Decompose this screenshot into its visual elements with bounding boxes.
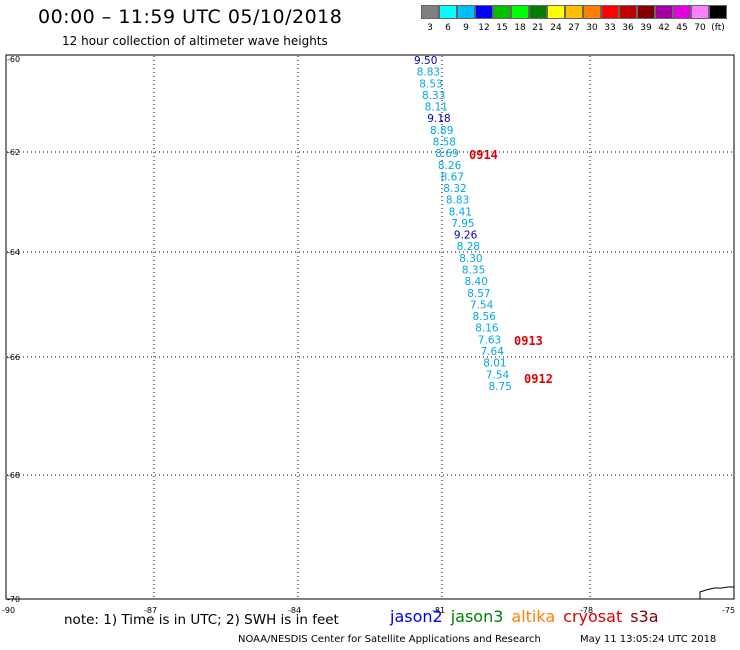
generated-timestamp: May 11 13:05:24 UTC 2018 (580, 634, 717, 645)
longitude-label: -90 (2, 606, 15, 615)
satellite-legend-item: cryosat (563, 607, 623, 626)
scale-label: 39 (640, 23, 652, 33)
longitude-label: -78 (580, 606, 593, 615)
scale-label: 15 (496, 23, 508, 33)
scale-label: 24 (550, 23, 562, 33)
scale-label: 6 (445, 23, 451, 33)
scale-swatch (529, 5, 547, 19)
wave-height-value: 8.28 (457, 241, 480, 253)
scale-swatch (547, 5, 565, 19)
wave-height-value: 8.56 (473, 311, 497, 323)
coastline (699, 586, 734, 599)
wave-height-value: 7.63 (478, 334, 501, 346)
pass-labels: 0914 0913 0912 (469, 148, 553, 386)
wave-height-value: 8.33 (422, 90, 445, 102)
scale-swatch (601, 5, 619, 19)
scale-label: (ft) (711, 23, 725, 33)
scale-swatch (583, 5, 601, 19)
satellite-legend: jason2 jason3 altika cryosat s3a (390, 607, 667, 626)
satellite-legend-item: s3a (630, 607, 659, 626)
latitude-label: -64 (7, 248, 20, 257)
wave-height-value: 8.83 (417, 67, 440, 79)
scale-swatch (565, 5, 583, 19)
wave-height-track: 9.508.838.538.338.119.188.898.588.698.26… (414, 55, 512, 393)
scale-label: 9 (463, 23, 469, 33)
wave-height-value: 7.64 (481, 346, 505, 358)
plot-border (5, 54, 735, 600)
wave-height-value: 8.16 (475, 323, 499, 335)
lat-lon-grid (7, 56, 733, 598)
pass-id-label: 0914 (469, 148, 498, 162)
scale-label: 36 (622, 23, 634, 33)
footnote: note: 1) Time is in UTC; 2) SWH is in fe… (64, 612, 339, 628)
wave-height-value: 8.89 (430, 125, 453, 137)
longitude-label: -87 (144, 606, 157, 615)
scale-swatch (691, 5, 709, 19)
scale-swatch (655, 5, 673, 19)
wave-height-value: 8.32 (443, 183, 466, 195)
scale-label: 45 (676, 23, 688, 33)
longitude-label: -84 (288, 606, 301, 615)
wave-height-value: 8.30 (459, 253, 482, 265)
wave-height-value: 8.40 (465, 276, 488, 288)
latitude-label: -66 (7, 353, 20, 362)
scale-swatch (511, 5, 529, 19)
wave-height-value: 9.50 (414, 55, 437, 67)
credit-line: NOAA/NESDIS Center for Satellite Applica… (238, 634, 541, 645)
scale-label: 18 (514, 23, 526, 33)
wave-height-value: 8.41 (449, 206, 472, 218)
scale-swatch (421, 5, 439, 19)
scale-label: 42 (658, 23, 670, 33)
scale-label: 3 (427, 23, 433, 33)
wave-height-value: 8.35 (462, 265, 485, 277)
wave-height-value: 8.53 (419, 78, 442, 90)
latitude-label: -62 (7, 148, 20, 157)
wave-height-value: 7.54 (470, 299, 494, 311)
scale-label: 21 (532, 23, 544, 33)
wave-height-value: 9.18 (427, 113, 450, 125)
wave-height-value: 8.83 (446, 195, 469, 207)
scale-swatch (457, 5, 475, 19)
scale-swatch (673, 5, 691, 19)
scale-swatch (619, 5, 637, 19)
scale-label: 33 (604, 23, 616, 33)
pass-id-label: 0913 (514, 334, 543, 348)
scale-label: 70 (694, 23, 706, 33)
wave-height-value: 8.69 (435, 148, 458, 160)
satellite-legend-item: jason2 (390, 607, 443, 626)
longitude-labels: -90 -87 -84 -81 -78 -75 (2, 606, 735, 615)
map-title: 00:00 – 11:59 UTC 05/10/2018 (38, 6, 343, 28)
wave-height-value: 8.58 (433, 137, 456, 149)
scale-swatch (637, 5, 655, 19)
satellite-legend-item: jason3 (450, 607, 504, 626)
wave-height-value: 8.11 (425, 102, 448, 114)
map-subtitle: 12 hour collection of altimeter wave hei… (62, 34, 328, 48)
wave-height-value: 9.26 (454, 230, 478, 242)
wave-height-value: 8.26 (438, 160, 462, 172)
scale-label: 12 (478, 23, 490, 33)
longitude-label: -75 (722, 606, 735, 615)
wave-height-value: 8.67 (441, 171, 464, 183)
wave-height-value: 8.57 (467, 288, 490, 300)
longitude-label: -81 (432, 606, 445, 615)
satellite-legend-item: altika (511, 607, 556, 626)
pass-id-label: 0912 (524, 372, 553, 386)
scale-swatch (709, 5, 727, 19)
wave-height-value: 8.75 (489, 381, 512, 393)
latitude-label: -60 (7, 55, 20, 64)
latitude-label: -68 (7, 471, 20, 480)
wave-height-value: 8.01 (483, 358, 506, 370)
scale-swatch (439, 5, 457, 19)
scale-label: 27 (568, 23, 580, 33)
scale-swatch (475, 5, 493, 19)
scale-swatch (493, 5, 511, 19)
wave-height-value: 7.54 (486, 369, 510, 381)
scale-label: 30 (586, 23, 598, 33)
wave-height-value: 7.95 (451, 218, 474, 230)
latitude-labels: -60 -62 -64 -66 -68 -70 (7, 55, 20, 604)
latitude-label: -70 (7, 595, 20, 604)
